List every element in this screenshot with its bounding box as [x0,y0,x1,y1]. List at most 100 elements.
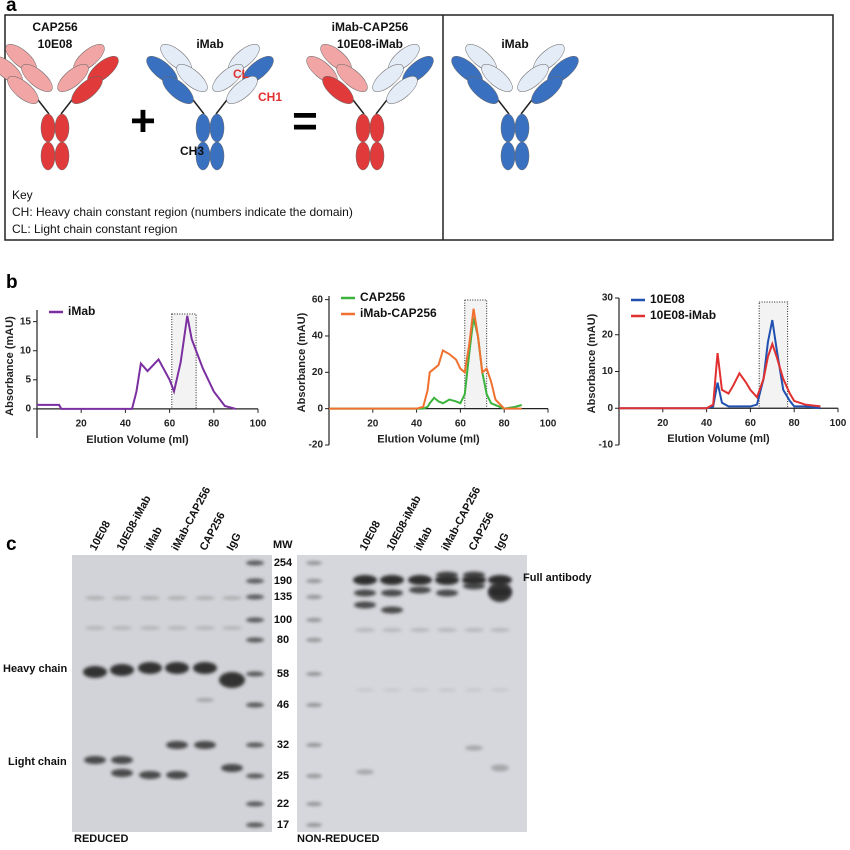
band [195,626,215,630]
band [246,773,264,779]
lane-label: 10E08 [358,519,384,553]
x-axis-title: Elution Volume (ml) [86,434,189,446]
band [246,702,264,708]
band [246,560,264,566]
panel-label: a [6,0,17,16]
band [85,596,105,600]
band [488,575,512,585]
band [83,666,107,678]
band [463,582,485,590]
y-tick-label: 20 [602,329,614,340]
legend-label: 10E08 [650,292,685,306]
ab-title: CAP256 [32,20,78,34]
y-tick-label: -10 [599,440,614,451]
key-item: CL: Light chain constant region [12,222,177,236]
band [383,688,401,692]
lane-label: IgG [493,531,512,553]
band [138,662,162,674]
band [354,601,376,609]
band [306,774,322,778]
plus: + [130,97,156,146]
x-tick-label: 100 [830,418,847,429]
band [246,578,264,584]
mw-label: 46 [277,699,289,711]
domain [386,76,418,104]
gel-nonreduced [297,555,527,832]
x-tick-label: 80 [499,418,511,429]
domain [71,76,103,104]
band [246,617,264,623]
ab-title: iMab-CAP256 [332,20,409,34]
equals: = [292,97,318,146]
mw-label: 25 [277,770,289,782]
band [382,628,402,632]
line [37,315,237,410]
domain [54,141,70,171]
band [222,596,242,600]
band [356,769,374,775]
y-axis-title: Absorbance (mAU) [586,313,598,413]
panel-label: b [6,272,18,293]
mw-label: 17 [277,819,289,831]
band [436,571,458,579]
x-tick-label: 60 [745,418,757,429]
band [356,688,374,692]
band [246,801,264,807]
mw-label: 254 [274,557,293,569]
legend-label: 10E08-iMab [650,308,716,322]
x-tick-label: 80 [789,418,801,429]
band [306,561,322,565]
y-tick-label: 60 [312,294,324,305]
band [381,589,403,597]
band [166,771,188,779]
band [436,589,458,597]
domain [226,76,258,104]
band [111,769,133,777]
domain [531,76,563,104]
x-tick-label: 60 [455,418,467,429]
domain [467,76,499,104]
x-tick-label: 80 [208,419,220,430]
fraction-box [171,313,197,410]
x-tick-label: 100 [540,418,557,429]
band [140,626,160,630]
band [306,638,322,642]
domain [514,113,530,143]
lane-label: IgG [225,531,244,553]
y-tick-label: 30 [602,293,614,304]
line [329,308,522,410]
gel-reduced [72,555,272,832]
mw-label: 22 [277,798,289,810]
x-tick-label: 100 [250,419,267,430]
band [195,596,215,600]
x-tick-label: 20 [657,418,669,429]
band [464,628,484,632]
band [165,662,189,674]
band [355,628,375,632]
lane-label: iMab [413,525,435,553]
band [353,575,377,585]
band-label: Heavy chain [3,663,67,675]
band [306,618,322,622]
y-axis-title: Absorbance (mAU) [4,316,16,416]
band-label: Full antibody [523,572,592,584]
band [167,596,187,600]
mw-label: 58 [277,668,289,680]
lane-label: 10E08 [88,519,114,553]
band [411,688,429,692]
mw-title: MW [273,539,293,551]
band [84,756,106,764]
antibodies [0,44,579,171]
band [85,626,105,630]
lane-label: iMab [143,525,165,553]
mw-label: 135 [274,591,292,603]
domain [57,64,89,92]
panel-label: c [6,534,17,555]
ab-title: iMab [501,37,528,51]
fraction-box [464,299,488,410]
ab-title: iMab [196,37,223,51]
band [354,589,376,597]
band [437,628,457,632]
mw-label: 80 [277,634,289,646]
